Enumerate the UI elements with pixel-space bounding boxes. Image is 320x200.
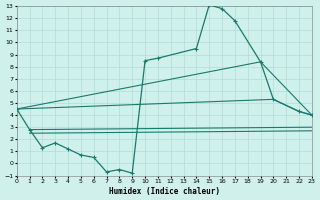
X-axis label: Humidex (Indice chaleur): Humidex (Indice chaleur) bbox=[109, 187, 220, 196]
